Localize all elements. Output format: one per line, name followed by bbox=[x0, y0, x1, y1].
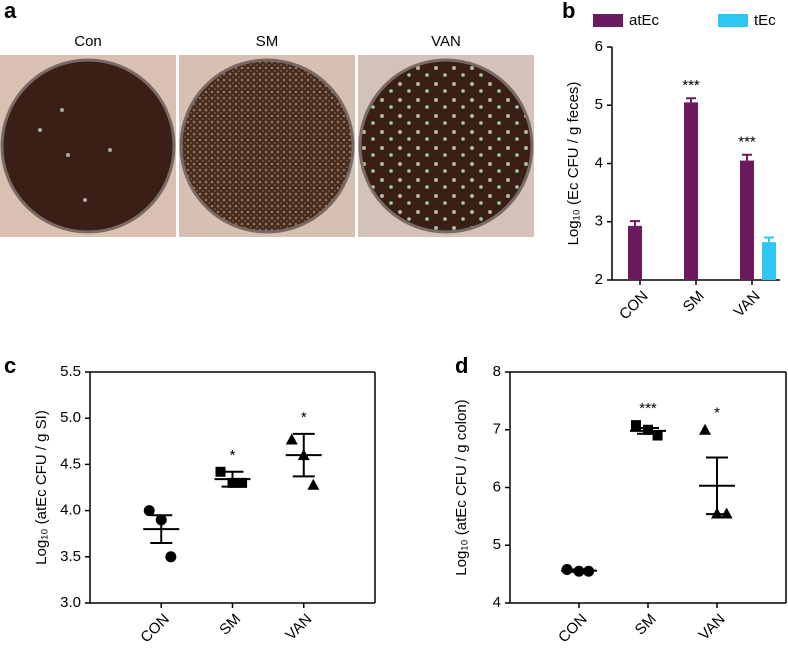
error-bar bbox=[764, 236, 774, 243]
error-bar bbox=[221, 470, 244, 488]
point bbox=[699, 423, 711, 435]
x-tick-label: VAN bbox=[731, 288, 764, 321]
panel-letter: b bbox=[562, 0, 575, 23]
point bbox=[307, 478, 320, 490]
x-tick-label: CON bbox=[137, 611, 173, 647]
error-bar bbox=[292, 432, 315, 478]
y-tick-label: 5 bbox=[493, 536, 501, 553]
point bbox=[215, 466, 226, 477]
colony bbox=[60, 108, 64, 112]
y-tick-label: 4 bbox=[595, 154, 603, 171]
panel-letter: a bbox=[4, 0, 17, 23]
y-tick-label: 4.0 bbox=[60, 502, 81, 519]
point bbox=[285, 433, 298, 445]
panel-letter: c bbox=[4, 353, 16, 378]
y-tick-label: 3.0 bbox=[60, 594, 81, 611]
legend-swatch bbox=[718, 14, 748, 27]
point bbox=[143, 505, 155, 517]
y-axis-label: Log₁₀ (atEc CFU / g SI) bbox=[33, 410, 50, 565]
y-axis-label: Log₁₀ (atEc CFU / g colon) bbox=[453, 399, 470, 575]
plate-label: SM bbox=[256, 33, 279, 50]
x-tick-label: SM bbox=[632, 611, 660, 639]
significance: * bbox=[714, 405, 720, 422]
significance: * bbox=[230, 447, 236, 464]
x-tick-label: CON bbox=[616, 288, 652, 324]
y-tick-label: 5.0 bbox=[60, 409, 81, 426]
bar bbox=[740, 160, 754, 280]
colony bbox=[66, 153, 70, 157]
y-tick-label: 8 bbox=[493, 363, 501, 380]
bar bbox=[628, 225, 642, 280]
y-tick-label: 4 bbox=[493, 594, 501, 611]
y-tick-label: 6 bbox=[595, 38, 603, 55]
colony bbox=[108, 148, 112, 152]
significance: *** bbox=[682, 77, 700, 94]
legend-label: tEc bbox=[754, 12, 776, 29]
y-tick-label: 7 bbox=[493, 421, 501, 438]
x-tick-label: VAN bbox=[696, 611, 729, 644]
bar bbox=[762, 242, 776, 280]
legend-label: atEc bbox=[629, 12, 660, 29]
error-bar bbox=[568, 568, 590, 573]
error-bar bbox=[706, 456, 728, 516]
error-bar bbox=[686, 97, 696, 103]
plate bbox=[0, 58, 176, 234]
colony bbox=[83, 198, 87, 202]
y-tick-label: 2 bbox=[595, 271, 603, 288]
y-tick-label: 5.5 bbox=[60, 363, 81, 380]
y-axis-label: Log₁₀ (Ec CFU / g feces) bbox=[565, 82, 582, 246]
plate-label: VAN bbox=[431, 33, 461, 50]
significance: * bbox=[301, 409, 307, 426]
error-bar bbox=[630, 220, 640, 226]
error-bar bbox=[742, 153, 752, 161]
x-tick-label: CON bbox=[555, 611, 591, 647]
x-tick-label: SM bbox=[680, 288, 708, 316]
x-tick-label: SM bbox=[216, 611, 244, 639]
point bbox=[720, 507, 733, 519]
y-tick-label: 3.5 bbox=[60, 548, 81, 565]
point bbox=[237, 477, 248, 488]
y-tick-label: 6 bbox=[493, 478, 501, 495]
plate bbox=[358, 58, 534, 234]
y-tick-label: 5 bbox=[595, 96, 603, 113]
x-tick-label: VAN bbox=[282, 611, 315, 644]
point bbox=[165, 551, 177, 563]
colony bbox=[38, 128, 42, 132]
point bbox=[652, 430, 663, 441]
significance: *** bbox=[639, 400, 657, 417]
y-tick-label: 4.5 bbox=[60, 455, 81, 472]
bar bbox=[684, 102, 698, 281]
plate bbox=[179, 58, 355, 234]
error-bar bbox=[150, 514, 173, 544]
panel-letter: d bbox=[455, 353, 468, 378]
significance: *** bbox=[738, 134, 756, 151]
plate-label: Con bbox=[74, 33, 102, 50]
error-bar bbox=[637, 427, 659, 435]
y-tick-label: 3 bbox=[595, 213, 603, 230]
point bbox=[631, 420, 641, 431]
plates bbox=[0, 55, 534, 237]
legend-swatch bbox=[593, 14, 623, 27]
